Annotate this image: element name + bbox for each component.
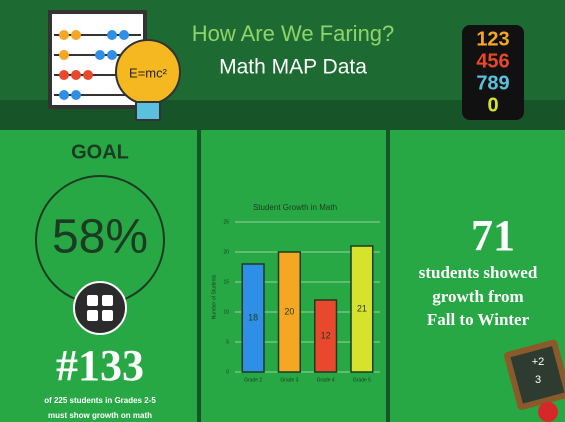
goal-percent: 58% [52, 211, 148, 264]
x-tick-label: Grade 5 [353, 377, 371, 383]
data-label: 21 [357, 303, 367, 313]
y-tick-label: 5 [226, 339, 229, 345]
y-tick-label: 15 [223, 279, 229, 285]
digits-row: 123 [476, 28, 509, 50]
title: How Are We Faring? [192, 21, 395, 46]
growth-number: 71 [471, 211, 515, 260]
goal-note: of 225 students in Grades 2-5 [44, 396, 156, 405]
growth-text: students showed [419, 263, 538, 282]
x-tick-label: Grade 2 [244, 377, 262, 383]
y-tick-label: 0 [226, 369, 229, 375]
x-tick-label: Grade 4 [317, 377, 335, 383]
data-label: 20 [284, 306, 294, 316]
digits-row: 456 [476, 50, 509, 72]
y-tick-label: 20 [223, 249, 229, 255]
divider [386, 130, 390, 422]
bulb-text: E=mc² [129, 65, 168, 80]
digits-row: 789 [476, 72, 509, 94]
data-label: 18 [248, 312, 258, 322]
digits-row: 0 [487, 94, 498, 116]
growth-text: Fall to Winter [427, 310, 530, 329]
y-tick-label: 10 [223, 309, 229, 315]
goal-number: #133 [56, 341, 144, 390]
y-axis-label: Number of Students [211, 274, 217, 319]
subtitle: Math MAP Data [219, 56, 367, 79]
chalk-text: +2 [532, 356, 545, 368]
x-tick-label: Grade 3 [280, 377, 298, 383]
data-label: 12 [321, 330, 331, 340]
goal-heading: GOAL [71, 141, 129, 163]
infographic: E=mc² How Are We Faring? Math MAP Data 1… [0, 0, 565, 422]
chalk-text: 3 [535, 374, 541, 386]
growth-text: growth from [432, 287, 523, 306]
chart-title: Student Growth in Math [253, 203, 337, 212]
divider [197, 130, 201, 422]
calculator-icon [74, 282, 126, 334]
y-tick-label: 25 [223, 219, 229, 225]
goal-note: must show growth on math [48, 411, 152, 420]
